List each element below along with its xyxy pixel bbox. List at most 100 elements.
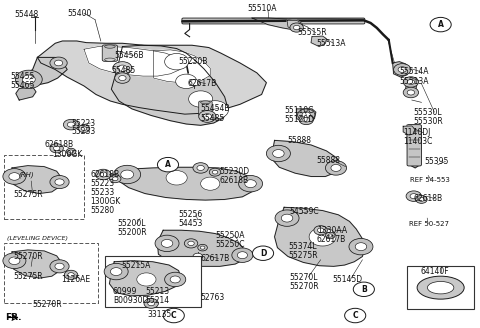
Text: 55213: 55213 [145, 287, 169, 296]
Circle shape [309, 228, 336, 246]
Text: 55230B: 55230B [179, 57, 208, 66]
Ellipse shape [105, 45, 115, 48]
Circle shape [237, 252, 248, 259]
Polygon shape [252, 18, 299, 30]
Circle shape [394, 64, 411, 75]
Circle shape [64, 270, 78, 279]
Circle shape [114, 165, 141, 184]
Circle shape [273, 150, 284, 157]
Text: 62617B: 62617B [317, 235, 346, 244]
Text: 1126AE: 1126AE [61, 275, 91, 284]
Circle shape [293, 25, 300, 30]
Text: 1330AA: 1330AA [317, 226, 347, 235]
Text: 55145D: 55145D [332, 275, 362, 284]
Circle shape [199, 111, 216, 122]
Circle shape [165, 272, 186, 287]
Circle shape [170, 276, 180, 283]
Circle shape [115, 73, 130, 83]
FancyBboxPatch shape [102, 45, 118, 61]
Circle shape [349, 238, 373, 255]
Circle shape [403, 77, 419, 87]
Text: C: C [352, 311, 358, 320]
Circle shape [353, 282, 374, 297]
Circle shape [325, 161, 347, 175]
Circle shape [50, 175, 69, 189]
Circle shape [113, 62, 132, 75]
Text: FR.: FR. [5, 313, 21, 322]
Circle shape [201, 177, 220, 190]
Text: 55250C: 55250C [215, 240, 244, 249]
Polygon shape [118, 167, 254, 200]
Circle shape [328, 234, 333, 237]
Text: REF 54-553: REF 54-553 [410, 177, 450, 183]
Text: 55513A: 55513A [399, 76, 429, 86]
Bar [4, 243, 98, 303]
FancyBboxPatch shape [182, 18, 365, 24]
Circle shape [119, 75, 126, 81]
Circle shape [110, 268, 122, 276]
Text: 55233: 55233 [90, 188, 115, 197]
Text: 55515R: 55515R [298, 28, 327, 37]
Circle shape [148, 301, 155, 306]
Circle shape [67, 122, 75, 127]
Circle shape [252, 246, 274, 260]
Polygon shape [157, 230, 246, 266]
Text: 54453: 54453 [179, 219, 203, 228]
Circle shape [63, 119, 79, 130]
Circle shape [430, 17, 451, 32]
Text: 55465: 55465 [11, 81, 35, 91]
Circle shape [3, 169, 26, 184]
Polygon shape [37, 41, 266, 114]
Circle shape [202, 101, 228, 119]
Circle shape [403, 87, 419, 98]
Text: 55395: 55395 [425, 157, 449, 166]
Polygon shape [18, 57, 67, 86]
Circle shape [290, 23, 303, 32]
Text: 55485: 55485 [111, 66, 136, 75]
Circle shape [50, 57, 67, 69]
Polygon shape [271, 140, 340, 176]
Text: 55513A: 55513A [317, 39, 346, 48]
Circle shape [298, 109, 315, 121]
Text: 55456B: 55456B [114, 51, 144, 60]
Text: 55454B: 55454B [201, 104, 230, 113]
Text: 62618B: 62618B [220, 176, 249, 185]
Text: 11403C: 11403C [403, 137, 432, 146]
Circle shape [3, 253, 26, 269]
Ellipse shape [105, 58, 115, 61]
Circle shape [331, 164, 341, 172]
Circle shape [198, 244, 207, 251]
Circle shape [118, 65, 127, 72]
Circle shape [232, 248, 253, 262]
Text: 55448: 55448 [14, 10, 39, 19]
Text: 54559C: 54559C [289, 207, 319, 216]
Polygon shape [16, 87, 36, 100]
Circle shape [184, 239, 198, 248]
Circle shape [157, 157, 179, 172]
Circle shape [197, 165, 204, 171]
Circle shape [166, 171, 187, 185]
Circle shape [407, 79, 415, 85]
Polygon shape [154, 50, 210, 83]
Circle shape [190, 79, 199, 86]
Text: B: B [361, 285, 367, 294]
Circle shape [410, 194, 418, 199]
Circle shape [50, 144, 63, 153]
Polygon shape [84, 47, 182, 76]
Circle shape [104, 263, 128, 280]
Text: 52763: 52763 [201, 293, 225, 302]
Circle shape [281, 214, 293, 222]
Text: 55400: 55400 [67, 9, 92, 18]
Circle shape [137, 273, 156, 286]
Text: 55270R: 55270R [13, 252, 43, 261]
Text: 55215A: 55215A [121, 260, 150, 270]
Text: 55250A: 55250A [215, 231, 244, 240]
Circle shape [203, 113, 212, 119]
Circle shape [239, 175, 263, 192]
Circle shape [54, 60, 63, 66]
Text: 55374L: 55374L [288, 242, 317, 251]
Polygon shape [297, 109, 316, 122]
Circle shape [112, 177, 118, 181]
Circle shape [161, 239, 173, 247]
Text: 60999: 60999 [113, 287, 137, 296]
